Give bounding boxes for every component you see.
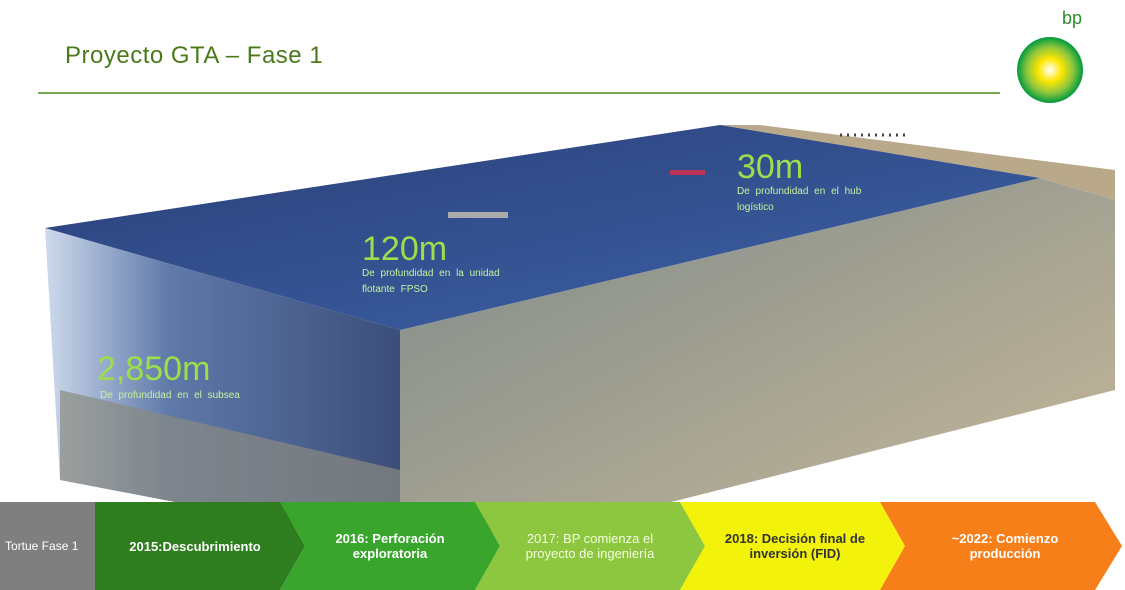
depth-description: De profundidad en el hub logístico bbox=[737, 186, 862, 213]
depth-value: 30m bbox=[737, 148, 804, 186]
depth-description: De profundidad en el subsea bbox=[100, 390, 240, 401]
seabed bbox=[400, 178, 1115, 545]
depth-value: 2,850m bbox=[97, 350, 211, 388]
chevron bbox=[280, 502, 500, 590]
fpso-ship bbox=[448, 212, 508, 218]
depth-description: De profundidad en la unidad flotante FPS… bbox=[362, 268, 500, 295]
timeline-step: 2015:Descubrimiento bbox=[129, 538, 261, 554]
chevron bbox=[880, 502, 1122, 590]
sea-surface bbox=[45, 125, 1040, 330]
chevron bbox=[475, 502, 705, 590]
depth-value: 120m bbox=[362, 230, 448, 268]
timeline-step: 2018: Decisión final de inversión (FID) bbox=[724, 531, 866, 561]
chevron bbox=[95, 502, 305, 590]
timeline-label: Tortue Fase 1 bbox=[5, 539, 79, 553]
hub bbox=[670, 170, 705, 175]
logo-text: bp bbox=[1062, 8, 1083, 28]
timeline-step: ~2022: Comienzo producción bbox=[951, 531, 1059, 561]
bp-logo bbox=[1017, 37, 1083, 103]
title: Proyecto GTA – Fase 1 bbox=[65, 42, 324, 69]
shore bbox=[720, 125, 1115, 200]
chevron bbox=[680, 502, 905, 590]
timeline-step: 2017: BP comienza el proyecto de ingenie… bbox=[525, 531, 655, 561]
timeline-step: 2016: Perforación exploratoria bbox=[335, 531, 445, 561]
timeline-label-box bbox=[0, 502, 95, 590]
